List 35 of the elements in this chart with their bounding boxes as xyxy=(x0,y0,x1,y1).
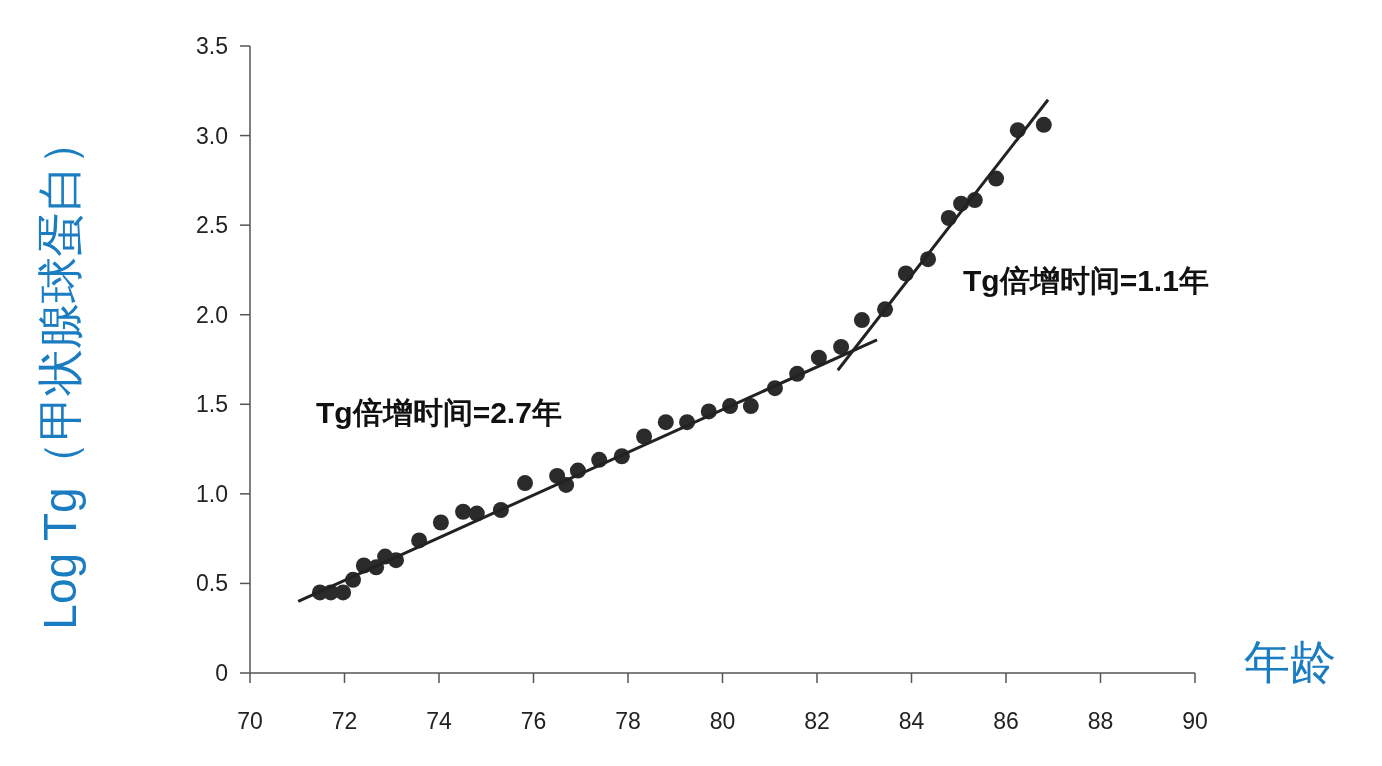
x-tick-label: 80 xyxy=(709,708,736,734)
point xyxy=(517,475,533,492)
point xyxy=(432,514,449,531)
point xyxy=(335,584,352,601)
x-tick-label: 78 xyxy=(615,708,641,734)
y-tick-label: 1.0 xyxy=(196,480,228,507)
point xyxy=(833,338,850,355)
point xyxy=(853,312,870,329)
x-tick-label: 74 xyxy=(426,708,452,734)
point xyxy=(636,428,653,445)
y-tick-label: 2.5 xyxy=(196,212,228,239)
y-tick-label: 0.5 xyxy=(196,570,228,597)
y-tick-label: 3.5 xyxy=(196,33,228,59)
point xyxy=(988,170,1005,187)
y-tick-label: 0 xyxy=(215,660,228,686)
x-tick-label: 76 xyxy=(520,708,547,734)
y-tick-label: 2.0 xyxy=(196,301,228,328)
x-tick-label: 86 xyxy=(993,708,1019,734)
annotation: Tg倍增时间=2.7年 xyxy=(316,395,562,429)
x-tick-label: 72 xyxy=(331,708,358,734)
point xyxy=(657,414,674,431)
x-tick-label: 90 xyxy=(1182,708,1208,734)
point xyxy=(810,349,827,366)
x-tick-label: 84 xyxy=(898,708,925,734)
y-axis-title: Log Tg（甲状腺球蛋白） xyxy=(34,119,86,630)
y-tick-label: 1.5 xyxy=(196,391,228,418)
x-axis-title: 年龄 xyxy=(1244,636,1336,688)
y-tick-label: 3.0 xyxy=(196,122,228,149)
x-tick-label: 70 xyxy=(237,708,263,734)
point xyxy=(1035,116,1052,133)
point xyxy=(455,503,472,520)
x-tick-label: 88 xyxy=(1087,708,1114,734)
x-tick-label: 82 xyxy=(804,708,830,734)
point xyxy=(742,398,759,415)
annotation: Tg倍增时间=1.1年 xyxy=(963,263,1209,297)
